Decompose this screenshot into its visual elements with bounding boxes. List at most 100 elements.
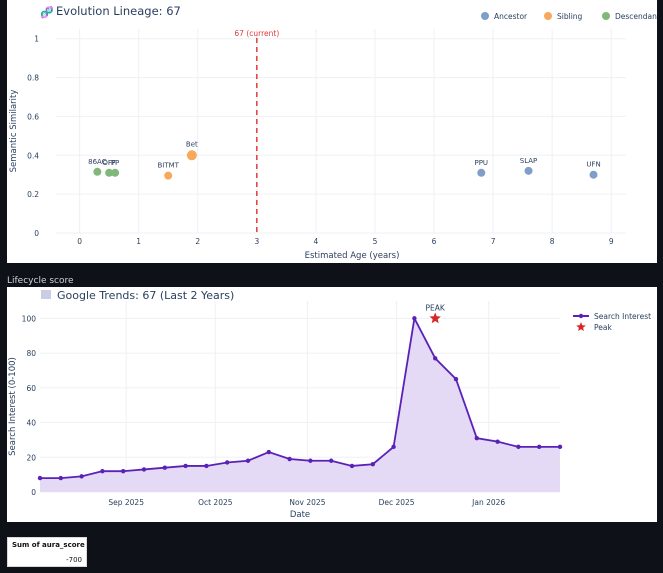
interest-point <box>370 462 375 467</box>
section-label: Lifecycle score <box>7 276 74 286</box>
point-label: OFF <box>102 159 116 167</box>
legend-label: Search Interest <box>594 312 651 321</box>
legend-marker-descendant <box>602 12 610 20</box>
metric-card: Sum of aura_score -700 <box>7 537 87 567</box>
y-tick-label: 0 <box>31 488 36 497</box>
peak-label: PEAK <box>426 303 446 312</box>
dna-icon: 🧬 <box>40 5 54 19</box>
interest-point <box>537 444 542 450</box>
interest-point <box>412 316 417 321</box>
peak-star <box>429 312 441 324</box>
y-tick-label: 0.8 <box>27 74 39 83</box>
x-tick-label: 5 <box>373 237 378 246</box>
interest-area <box>40 318 560 492</box>
y-tick-label: 20 <box>26 453 36 462</box>
metric-label: Sum of aura_score <box>12 541 85 549</box>
x-tick-label: 6 <box>432 237 437 246</box>
interest-point <box>433 356 438 361</box>
trends-chart-panel: 0 20 40 60 80 100 Sep 2025 Oct 2025 Nov 2025 Dec … <box>7 287 657 522</box>
point-label: PP <box>111 159 119 167</box>
y-axis-label: Semantic Similarity <box>9 90 19 173</box>
x-tick-label: Dec 2025 <box>379 498 415 507</box>
interest-point <box>79 474 84 479</box>
point-sibling <box>186 150 197 161</box>
interest-point <box>121 468 126 474</box>
point-label: PPU <box>474 159 488 167</box>
trends-chart: 0 20 40 60 80 100 Sep 2025 Oct 2025 Nov 2025 Dec … <box>8 289 651 520</box>
lineage-chart: 🧬 Evolution Lineage: 67 0 1 2 3 4 5 6 7 8 9 0 0.2 0.… <box>9 4 657 261</box>
point-label: 86AC <box>88 158 107 166</box>
y-tick-label: 100 <box>22 314 37 323</box>
chart-icon <box>41 290 51 299</box>
y-tick-label: 80 <box>26 349 36 358</box>
x-axis-label: Estimated Age (years) <box>305 251 400 261</box>
interest-point <box>495 439 500 444</box>
legend-label: Peak <box>594 323 612 332</box>
point-ancestor <box>589 170 598 179</box>
legend-dot-search-interest <box>578 313 584 319</box>
x-axis-label: Date <box>290 510 310 520</box>
point-descendant <box>111 168 120 177</box>
x-tick-label: 1 <box>136 237 141 246</box>
interest-point <box>37 475 43 481</box>
x-tick-label: 8 <box>550 237 555 246</box>
y-tick-label: 60 <box>26 384 36 393</box>
legend-marker-ancestor <box>481 12 489 20</box>
interest-point <box>245 458 251 463</box>
point-sibling <box>164 171 173 180</box>
x-tick-label: 7 <box>491 237 496 246</box>
point-label: BITMT <box>157 162 179 170</box>
point-ancestor <box>477 168 486 177</box>
interest-point <box>225 460 230 465</box>
y-tick-label: 40 <box>26 419 36 428</box>
x-tick-label: 0 <box>77 237 82 246</box>
point-ancestor <box>524 166 533 175</box>
interest-point <box>308 458 313 463</box>
interest-point <box>141 467 147 472</box>
point-label: Bet <box>186 140 198 148</box>
y-axis-label: Search Interest (0-100) <box>8 357 18 456</box>
legend-label: Ancestor <box>494 12 528 21</box>
y-tick-label: 0.2 <box>27 190 39 199</box>
point-label: UFN <box>586 161 600 169</box>
point-label: SLAP <box>520 157 538 165</box>
current-marker-label: 67 (current) <box>234 29 279 38</box>
x-tick-label: Nov 2025 <box>289 498 325 507</box>
legend-star-peak <box>576 322 586 331</box>
lineage-title-group: 🧬 Evolution Lineage: 67 <box>40 4 181 19</box>
x-tick-label: Oct 2025 <box>198 498 233 507</box>
trends-title-group: Google Trends: 67 (Last 2 Years) <box>41 289 234 302</box>
interest-point <box>100 468 105 474</box>
interest-point <box>162 465 167 470</box>
legend-marker-sibling <box>544 12 552 20</box>
interest-point <box>183 463 188 469</box>
trends-title: Google Trends: 67 (Last 2 Years) <box>57 289 234 302</box>
x-tick-label: Sep 2025 <box>108 498 144 507</box>
interest-point <box>453 376 459 382</box>
lineage-chart-panel: 🧬 Evolution Lineage: 67 0 1 2 3 4 5 6 7 8 9 0 0.2 0.… <box>7 0 657 263</box>
interest-line <box>40 315 560 480</box>
x-tick-label: 9 <box>609 237 614 246</box>
x-tick-label: Jan 2026 <box>471 498 505 507</box>
interest-point <box>349 463 355 469</box>
interest-point <box>474 435 479 441</box>
y-tick-label: 1 <box>34 35 39 44</box>
x-tick-label: 4 <box>314 237 319 246</box>
point-descendant <box>105 168 114 177</box>
metric-value: -700 <box>66 556 82 564</box>
interest-point <box>516 444 521 450</box>
y-tick-label: 0 <box>34 229 39 238</box>
interest-point <box>266 449 271 455</box>
interest-point <box>557 444 563 450</box>
legend-label: Descendant <box>615 12 657 21</box>
x-tick-label: 3 <box>254 237 259 246</box>
interest-point <box>58 475 63 481</box>
interest-point <box>329 458 334 463</box>
y-tick-label: 0.6 <box>27 112 39 121</box>
interest-point <box>391 444 396 450</box>
legend-label: Sibling <box>557 12 583 21</box>
point-descendant <box>93 167 102 176</box>
x-tick-label: 2 <box>195 237 200 246</box>
interest-point <box>287 456 292 462</box>
y-tick-label: 0.4 <box>27 151 39 160</box>
